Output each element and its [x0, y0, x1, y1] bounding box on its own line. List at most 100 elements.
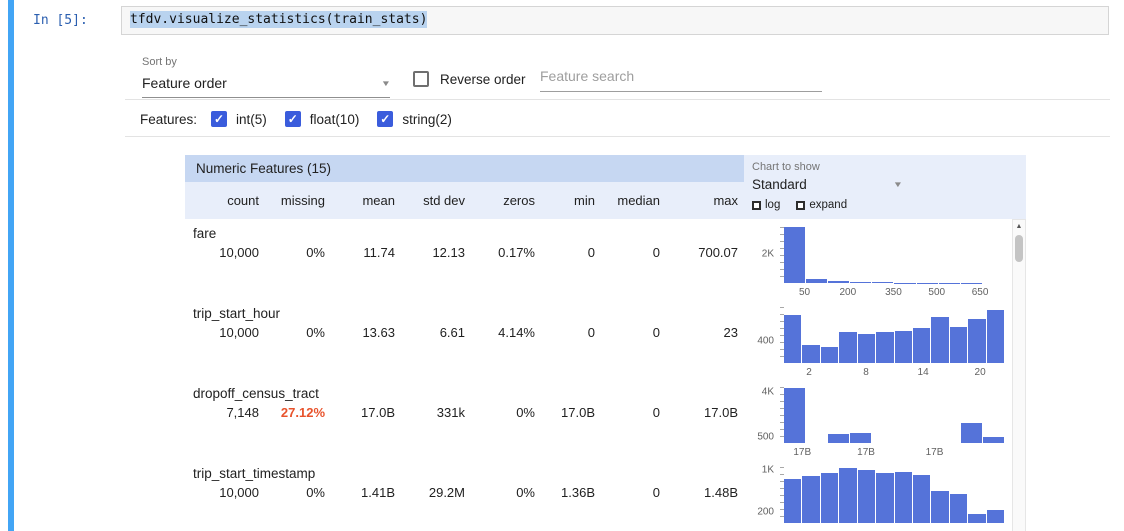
col-median: median: [617, 193, 660, 208]
zeros-value: 0%: [516, 485, 535, 500]
mean-value: 17.0B: [361, 405, 395, 420]
chart-to-show-panel: Chart to show Standard ▼ log expand: [744, 155, 1026, 219]
y-axis-ticks: [780, 307, 784, 363]
column-header-row: count missing mean std dev zeros min med…: [185, 182, 744, 219]
log-checkbox[interactable]: log: [752, 199, 780, 211]
min-value: 0: [587, 325, 595, 340]
min-value: 1.36B: [561, 485, 595, 500]
y-axis-ticks: [780, 387, 784, 443]
std-dev-value: 331k: [436, 405, 465, 420]
std-dev-value: 6.61: [439, 325, 465, 340]
histogram-fare: 2K 50 200 350 500 650: [744, 219, 1012, 299]
chart-options: log expand: [752, 199, 1018, 211]
features-label: Features:: [140, 111, 198, 127]
expand-checkbox-box[interactable]: [796, 200, 806, 210]
histogram-bars: [784, 227, 1012, 283]
zeros-value: 4.14%: [498, 325, 535, 340]
reverse-order-checkbox[interactable]: Reverse order: [413, 71, 526, 87]
string-filter-label: string(2): [402, 111, 452, 127]
mean-value: 13.63: [362, 325, 395, 340]
code-cell-input[interactable]: tfdv.visualize_statistics(train_stats): [121, 6, 1109, 35]
chart-scrollbar[interactable]: ▲: [1012, 219, 1026, 531]
feature-search-input[interactable]: [540, 62, 822, 92]
missing-value: 0%: [306, 325, 325, 340]
table-row: trip_start_timestamp 10,000 0% 1.41B 29.…: [185, 459, 744, 531]
string-checkbox[interactable]: [377, 111, 394, 127]
input-prompt: In [5]:: [33, 13, 88, 28]
y-axis-labels: 1K 200: [757, 464, 774, 518]
count-value: 10,000: [219, 245, 259, 260]
median-value: 0: [652, 405, 660, 420]
y-axis-labels: 2K: [761, 248, 774, 260]
scroll-up-icon[interactable]: ▲: [1015, 223, 1023, 230]
zeros-value: 0.17%: [498, 245, 535, 260]
float-checkbox[interactable]: [284, 111, 301, 127]
charts-body: 2K 50 200 350 500 650 400 2 8 14 20: [744, 219, 1026, 531]
table-row: dropoff_census_tract 7,148 27.12% 17.0B …: [185, 379, 744, 459]
chart-type-value: Standard: [752, 177, 807, 192]
filter-float[interactable]: float(10): [284, 111, 360, 127]
filter-int[interactable]: int(5): [211, 111, 267, 127]
chart-to-show-label: Chart to show: [752, 161, 820, 173]
active-cell-indicator: [8, 0, 14, 531]
histogram-trip-start-hour: 400 2 8 14 20: [744, 299, 1012, 379]
table-title: Numeric Features (15): [185, 155, 744, 182]
max-value: 17.0B: [704, 405, 738, 420]
min-value: 0: [587, 245, 595, 260]
int-checkbox[interactable]: [211, 111, 228, 127]
x-axis-labels: [784, 523, 1012, 531]
count-value: 10,000: [219, 485, 259, 500]
feature-name: dropoff_census_tract: [193, 386, 319, 401]
col-missing: missing: [280, 193, 325, 208]
sort-by-dropdown[interactable]: Sort by Feature order ▼: [142, 56, 391, 98]
count-value: 10,000: [219, 325, 259, 340]
col-max: max: [713, 193, 738, 208]
median-value: 0: [652, 325, 660, 340]
y-axis-labels: 4K 500: [757, 386, 774, 443]
zeros-value: 0%: [516, 405, 535, 420]
feature-name: trip_start_hour: [193, 306, 281, 321]
expand-checkbox[interactable]: expand: [796, 199, 847, 211]
histogram-dropoff-census-tract: 4K 500 17B 17B 17B: [744, 379, 1012, 459]
max-value: 700.07: [698, 245, 738, 260]
missing-value: 0%: [306, 245, 325, 260]
col-std-dev: std dev: [423, 193, 465, 208]
reverse-order-checkbox-box[interactable]: [413, 71, 429, 87]
mean-value: 11.74: [363, 245, 395, 260]
divider: [125, 136, 1110, 137]
histogram-bars: [784, 467, 1012, 523]
filter-string[interactable]: string(2): [377, 111, 452, 127]
max-value: 1.48B: [704, 485, 738, 500]
missing-value: 0%: [306, 485, 325, 500]
median-value: 0: [652, 485, 660, 500]
count-value: 7,148: [226, 405, 259, 420]
feature-filters-row: Features: int(5) float(10) string(2): [140, 107, 470, 131]
std-dev-value: 29.2M: [428, 485, 465, 500]
reverse-order-label: Reverse order: [440, 71, 526, 87]
expand-label: expand: [809, 199, 848, 211]
col-count: count: [227, 193, 259, 208]
missing-value: 27.12%: [280, 405, 325, 420]
log-checkbox-box[interactable]: [752, 200, 761, 210]
selected-code-text[interactable]: tfdv.visualize_statistics(train_stats): [130, 11, 428, 28]
log-label: log: [765, 199, 781, 211]
scrollbar-thumb[interactable]: [1015, 235, 1023, 262]
std-dev-value: 12.13: [432, 245, 465, 260]
y-axis-ticks: [780, 467, 784, 523]
int-filter-label: int(5): [236, 111, 267, 127]
col-zeros: zeros: [503, 193, 535, 208]
table-row: fare 10,000 0% 11.74 12.13 0.17% 0 0 700…: [185, 219, 744, 299]
histogram-bars: [784, 387, 1012, 443]
x-axis-labels: 2 8 14 20: [806, 367, 986, 378]
feature-name: fare: [193, 226, 217, 241]
y-axis-labels: 400: [757, 335, 774, 347]
median-value: 0: [652, 245, 660, 260]
divider: [125, 99, 1110, 100]
sort-by-select[interactable]: Feature order ▼: [142, 75, 391, 98]
stats-table: Numeric Features (15) count missing mean…: [185, 155, 744, 531]
x-axis-labels: 50 200 350 500 650: [798, 287, 989, 298]
chart-type-select[interactable]: Standard ▼: [752, 177, 903, 192]
float-filter-label: float(10): [309, 111, 360, 127]
sort-by-label: Sort by: [142, 56, 177, 68]
